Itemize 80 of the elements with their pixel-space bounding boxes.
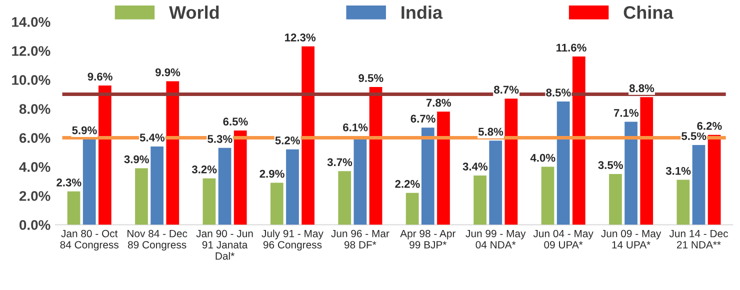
legend-label: India: [402, 6, 443, 19]
text: 5.3%: [208, 135, 232, 143]
x-tick-label: Jan 80 - Oct 84 Congress: [60, 230, 119, 251]
text: 3.5%: [598, 161, 623, 170]
bar: [98, 86, 112, 225]
text: 6.2%: [697, 122, 722, 130]
bar: [218, 148, 232, 225]
bar: [640, 97, 654, 225]
bar: [572, 56, 586, 225]
text: 2.3%: [56, 178, 82, 186]
y-tick-label: 4.0%: [19, 162, 50, 172]
text: 7.8%: [426, 98, 451, 107]
legend-label: China: [624, 6, 674, 19]
text: 2.2%: [395, 180, 420, 188]
text: 3.1%: [666, 166, 691, 175]
bar: [67, 191, 80, 225]
text: 8.5%: [546, 88, 571, 97]
y-tick-label: 10.0%: [12, 75, 50, 85]
text: 11.6%: [556, 44, 586, 52]
y-tick-label: 0.0%: [20, 220, 50, 230]
bar: [135, 168, 148, 225]
y-tick-label: 6.0%: [19, 133, 50, 143]
bar: [286, 149, 299, 225]
bar: [338, 171, 352, 225]
text: 3.4%: [462, 162, 488, 170]
text: 6.7%: [410, 114, 436, 123]
bar: [270, 182, 284, 225]
x-tick-label: Jun 14 - Dec 21 NDA**: [669, 230, 728, 248]
x-tick-label: Jun 99 - May 04 NDA*: [466, 230, 526, 248]
bar: [676, 180, 690, 225]
bar: [82, 139, 96, 225]
bar: [302, 46, 314, 225]
bar: [624, 122, 638, 225]
y-tick-label: 12.0%: [12, 46, 50, 56]
text: 12.3%: [285, 34, 316, 42]
text: 5.8%: [478, 128, 504, 136]
text: 3.9%: [124, 155, 149, 164]
text: 7.1%: [614, 108, 639, 117]
x-tick-label: Jun 09 - May 14 UPA*: [601, 230, 662, 248]
legend-label: World: [169, 6, 219, 19]
x-tick-label: July 91 - May 96 Congress: [262, 230, 324, 251]
text: 4.0%: [530, 154, 556, 162]
x-tick-label: Apr 98 - Apr 99 BJP*: [400, 230, 456, 248]
bar: [437, 112, 450, 225]
text: 8.8%: [629, 84, 654, 92]
bar: [708, 134, 721, 225]
text: 8.7%: [494, 86, 519, 94]
text: 5.2%: [275, 136, 300, 144]
text: 5.4%: [140, 134, 165, 142]
bar: [541, 166, 554, 225]
x-tick-label: Jan 90 - Jun 91 Janata Dal*: [196, 230, 253, 260]
bar: [406, 192, 419, 225]
bar: [692, 145, 706, 225]
text: 6.1%: [343, 123, 368, 132]
bar: [202, 178, 216, 225]
bar: [609, 174, 622, 225]
bar: [474, 175, 486, 225]
bar: [489, 140, 502, 225]
bar: [234, 130, 247, 225]
text: 6.5%: [223, 118, 248, 126]
text: 3.7%: [327, 158, 352, 166]
text: 9.9%: [155, 68, 180, 76]
bar: [421, 128, 434, 225]
x-tick-label: Nov 84 - Dec 89 Congress: [128, 230, 188, 251]
y-tick-label: 14.0%: [12, 17, 50, 27]
text: 9.5%: [358, 74, 384, 82]
bar: [166, 81, 180, 225]
x-tick-label: Jun 04 - May 09 UPA*: [533, 230, 594, 248]
text: 5.9%: [72, 126, 97, 134]
y-tick-label: 8.0%: [19, 104, 50, 114]
text: 2.9%: [260, 170, 284, 178]
bar: [369, 87, 382, 225]
bar: [556, 102, 570, 225]
y-tick-label: 2.0%: [19, 191, 50, 201]
text: 3.2%: [192, 166, 217, 174]
text: 9.6%: [88, 72, 112, 81]
bar: [504, 98, 518, 225]
bar: [150, 146, 164, 225]
x-tick-label: Jun 96 - Mar 98 DF*: [331, 230, 390, 248]
text: 5.5%: [682, 132, 706, 140]
